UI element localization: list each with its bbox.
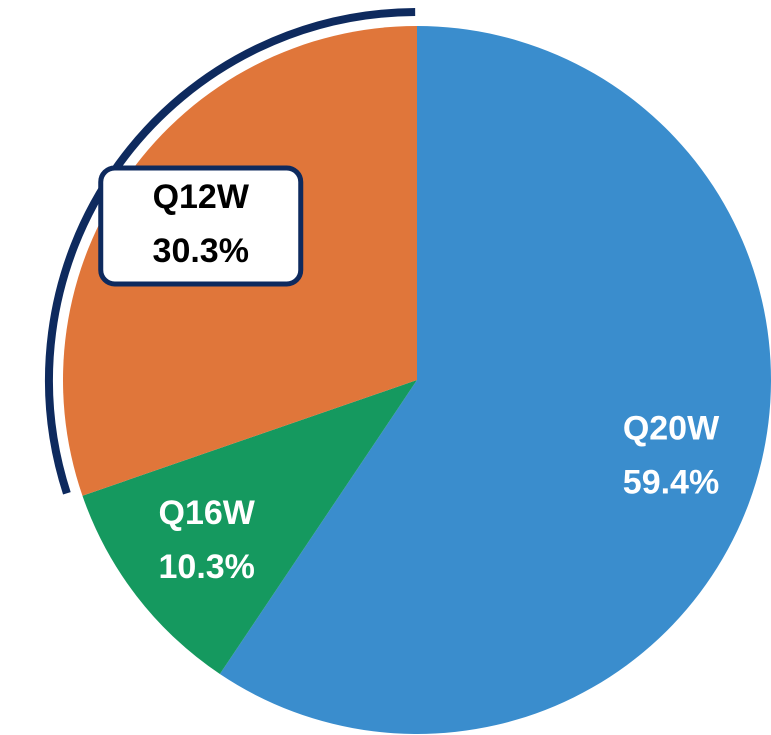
slice-label: Q12W <box>153 178 250 216</box>
slice-value-label: 59.4% <box>623 463 719 501</box>
pie-slice <box>82 380 418 675</box>
highlight-arc <box>45 8 416 495</box>
slice-label: Q20W <box>623 409 720 447</box>
callout-box <box>98 165 304 287</box>
pie-slice <box>219 26 771 734</box>
slice-value-label: 30.3% <box>153 232 249 270</box>
slice-label: Q16W <box>159 494 256 532</box>
slice-value-label: 10.3% <box>159 548 255 586</box>
